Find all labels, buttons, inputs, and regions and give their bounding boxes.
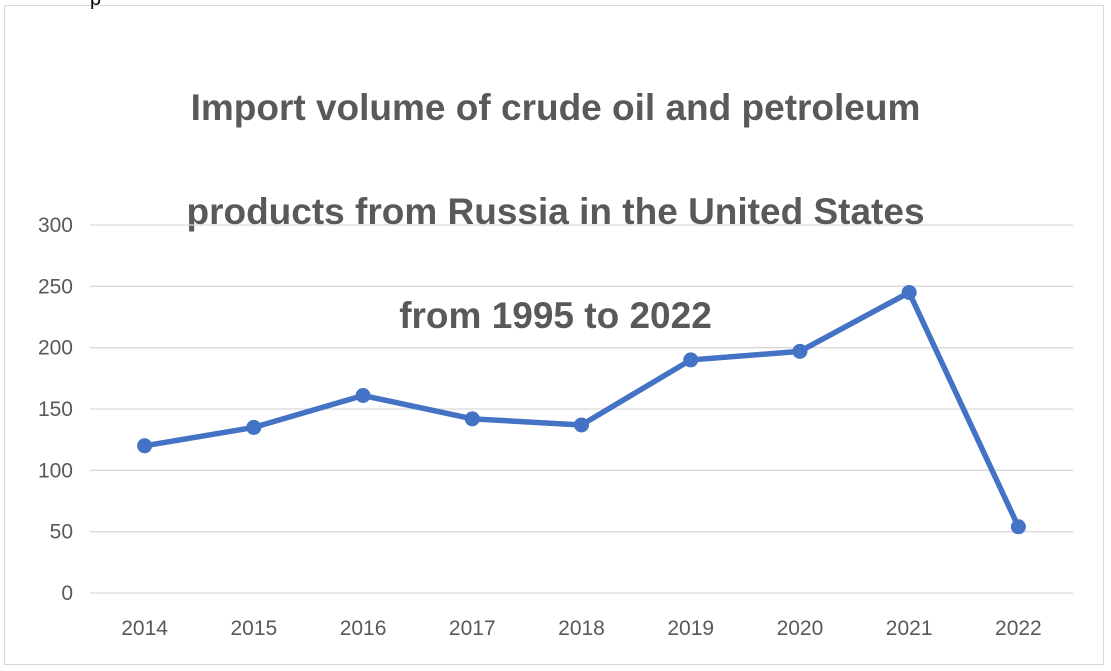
y-tick-label: 150 [38,398,73,421]
data-point [355,388,371,404]
x-tick-label: 2014 [121,617,168,640]
x-tick-label: 2018 [558,617,605,640]
y-tick-label: 50 [50,521,73,544]
x-tick-label: 2022 [995,617,1042,640]
data-point [137,438,153,454]
data-point [792,343,808,359]
chart-frame [4,5,1104,665]
y-tick-label: 100 [38,459,73,482]
x-tick-label: 2015 [230,617,277,640]
x-tick-label: 2019 [667,617,714,640]
chart-title-line-3: from 1995 to 2022 [399,295,712,336]
cropped-text-fragment: p [90,0,101,11]
x-tick-label: 2021 [886,617,933,640]
data-point [901,284,917,300]
x-tick-label: 2017 [449,617,496,640]
y-tick-label: 200 [38,337,73,360]
data-point [246,419,262,435]
chart-title-line-1: Import volume of crude oil and petroleum [190,87,921,128]
y-tick-label: 300 [38,214,73,237]
data-point [683,352,699,368]
y-tick-label: 250 [38,275,73,298]
chart-title: Import volume of crude oil and petroleum… [0,30,1111,394]
x-tick-label: 2016 [340,617,387,640]
data-point [464,411,480,427]
data-point [1010,519,1026,535]
data-point [574,417,589,433]
y-tick-label: 0 [61,582,73,605]
x-tick-label: 2020 [777,617,824,640]
